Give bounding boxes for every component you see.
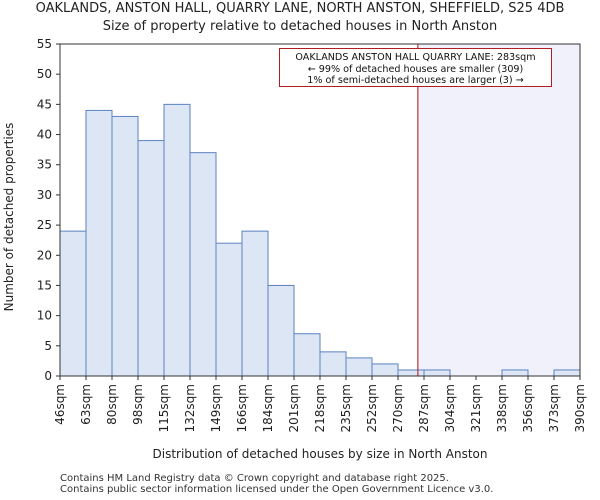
x-tick-label: 98sqm — [131, 384, 145, 425]
histogram-bar — [85, 109, 113, 377]
y-tick-label: 30 — [37, 188, 52, 202]
x-tick-label: 235sqm — [339, 384, 353, 432]
histogram-bar — [267, 284, 295, 377]
y-tick-label: 55 — [37, 37, 52, 51]
y-axis-label: Number of detached properties — [2, 123, 16, 312]
chart-title: OAKLANDS, ANSTON HALL, QUARRY LANE, NORT… — [35, 1, 565, 16]
x-tick-label: 390sqm — [573, 384, 587, 432]
x-tick-label: 115sqm — [157, 384, 171, 432]
histogram-bar — [501, 369, 529, 377]
y-tick-label: 0 — [44, 369, 52, 383]
annotation-line-3: 1% of semi-detached houses are larger (3… — [307, 75, 524, 86]
y-tick-label: 35 — [37, 158, 52, 172]
histogram-bar — [163, 103, 191, 377]
x-tick-label: 373sqm — [547, 384, 561, 432]
annotation-box: OAKLANDS ANSTON HALL QUARRY LANE: 283sqm… — [279, 48, 552, 87]
x-tick-label: 166sqm — [235, 384, 249, 432]
footer-licence: Contains public sector information licen… — [60, 484, 494, 495]
histogram-bar — [553, 369, 581, 377]
x-tick-label: 356sqm — [521, 384, 535, 432]
x-tick-label: 149sqm — [209, 384, 223, 432]
y-tick-label: 25 — [37, 218, 52, 232]
annotation-line-2: ← 99% of detached houses are smaller (30… — [307, 63, 524, 75]
x-tick-label: 321sqm — [469, 384, 483, 432]
annotation-line-1: OAKLANDS ANSTON HALL QUARRY LANE: 283sqm — [295, 52, 536, 63]
x-tick-label: 201sqm — [287, 384, 301, 432]
x-tick-label: 63sqm — [79, 384, 93, 425]
histogram-bar — [319, 351, 347, 377]
histogram-bar — [215, 242, 243, 377]
y-tick-label: 20 — [37, 248, 52, 262]
x-tick-label: 80sqm — [105, 384, 119, 425]
footer-copyright: Contains HM Land Registry data © Crown c… — [60, 473, 449, 484]
x-tick-label: 252sqm — [365, 384, 379, 432]
y-tick-label: 10 — [37, 309, 52, 323]
x-tick-label: 287sqm — [417, 384, 431, 432]
histogram-bar — [397, 369, 425, 377]
y-tick-label: 15 — [37, 278, 52, 292]
x-tick-label: 270sqm — [391, 384, 405, 432]
x-tick-label: 184sqm — [261, 384, 275, 432]
histogram-bar — [345, 357, 373, 377]
larger-region-shade — [417, 44, 580, 376]
x-tick-label: 46sqm — [53, 384, 67, 425]
x-tick-label: 304sqm — [443, 384, 457, 432]
histogram-bar — [241, 230, 269, 377]
y-tick-label: 45 — [37, 97, 52, 111]
y-tick-label: 50 — [37, 67, 52, 81]
histogram-bar — [293, 333, 321, 377]
histogram-bar — [423, 369, 451, 377]
y-tick-label: 40 — [37, 128, 52, 142]
histogram-bar — [137, 140, 165, 377]
histogram-bar — [111, 115, 139, 377]
x-tick-label: 338sqm — [495, 384, 509, 432]
histogram-bar — [189, 152, 217, 377]
histogram-bar — [371, 363, 399, 377]
x-axis-label: Distribution of detached houses by size … — [153, 447, 488, 461]
chart-subtitle: Size of property relative to detached ho… — [102, 19, 498, 34]
histogram-bar — [59, 230, 87, 377]
y-tick-label: 5 — [44, 339, 52, 353]
x-tick-label: 132sqm — [183, 384, 197, 432]
x-tick-label: 218sqm — [313, 384, 327, 432]
